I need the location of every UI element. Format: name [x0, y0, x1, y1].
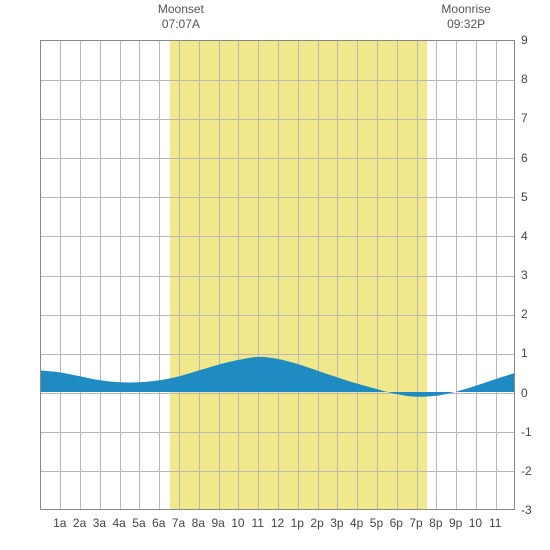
x-tick-label: 8a: [192, 516, 205, 530]
plot-area: [40, 40, 515, 510]
gridline-h: [41, 393, 514, 394]
y-tick-label: 0: [521, 386, 528, 400]
x-tick-label: 3p: [330, 516, 343, 530]
y-tick-label: 2: [521, 307, 528, 321]
gridline-h: [41, 119, 514, 120]
x-tick-label: 1a: [53, 516, 66, 530]
gridline-h: [41, 197, 514, 198]
x-tick-label: 7p: [409, 516, 422, 530]
x-tick-label: 4a: [112, 516, 125, 530]
x-tick-label: 10: [231, 516, 244, 530]
y-tick-label: 9: [521, 33, 528, 47]
x-tick-label: 11: [489, 516, 501, 530]
x-tick-label: 3a: [93, 516, 106, 530]
moonset-label: Moonset 07:07A: [158, 2, 204, 32]
x-tick-label: 10: [469, 516, 482, 530]
x-tick-label: 12: [271, 516, 284, 530]
x-tick-label: 2p: [310, 516, 323, 530]
x-tick-label: 1p: [291, 516, 304, 530]
y-tick-label: -3: [521, 503, 532, 517]
y-tick-label: 6: [521, 151, 528, 165]
y-tick-label: 5: [521, 190, 528, 204]
gridline-h: [41, 80, 514, 81]
x-tick-label: 5p: [370, 516, 383, 530]
x-tick-label: 8p: [429, 516, 442, 530]
x-tick-label: 6a: [152, 516, 165, 530]
gridline-h: [41, 158, 514, 159]
moonrise-title: Moonrise: [441, 2, 490, 17]
gridline-h: [41, 432, 514, 433]
gridline-h: [41, 471, 514, 472]
x-tick-label: 7a: [172, 516, 185, 530]
moonset-title: Moonset: [158, 2, 204, 17]
y-tick-label: -1: [521, 425, 532, 439]
y-tick-label: -2: [521, 464, 532, 478]
x-tick-label: 4p: [350, 516, 363, 530]
y-tick-label: 1: [521, 346, 528, 360]
y-tick-label: 8: [521, 72, 528, 86]
y-tick-label: 3: [521, 268, 528, 282]
tide-chart: Moonset 07:07A Moonrise 09:32P 1a 2a 3a 4a 5…: [0, 0, 550, 550]
moonrise-time: 09:32P: [441, 17, 490, 32]
x-tick-label: 5a: [132, 516, 145, 530]
x-tick-label: 2a: [73, 516, 86, 530]
gridline-h: [41, 236, 514, 237]
y-tick-label: 7: [521, 111, 528, 125]
y-tick-label: 4: [521, 229, 528, 243]
gridline-h: [41, 276, 514, 277]
x-tick-label: 11: [251, 516, 263, 530]
moonrise-label: Moonrise 09:32P: [441, 2, 490, 32]
moonset-time: 07:07A: [158, 17, 204, 32]
x-tick-label: 6p: [390, 516, 403, 530]
gridline-h: [41, 315, 514, 316]
x-tick-label: 9a: [211, 516, 224, 530]
x-tick-label: 9p: [449, 516, 462, 530]
gridline-h: [41, 354, 514, 355]
